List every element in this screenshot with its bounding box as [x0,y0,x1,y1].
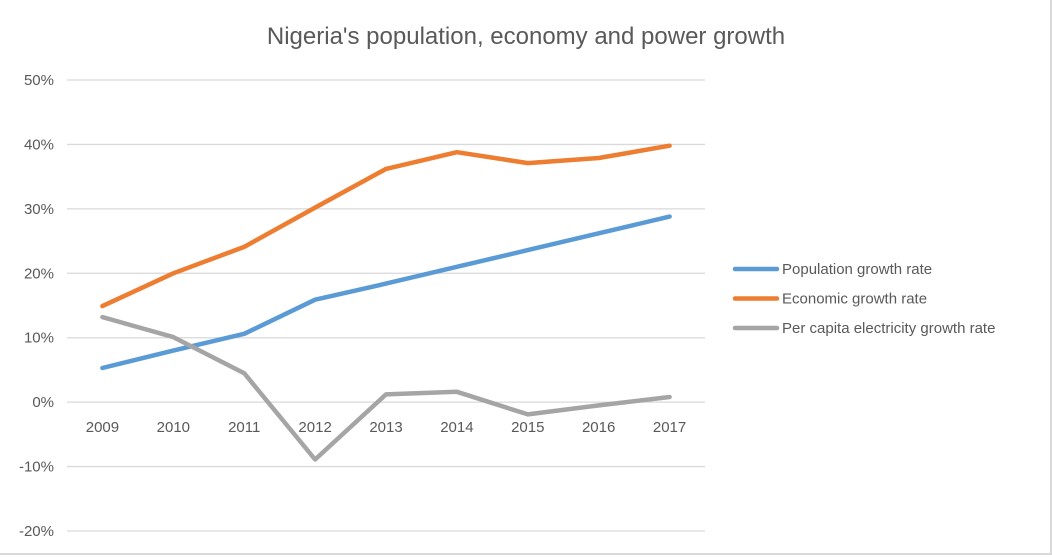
y-tick-label: 50% [24,72,54,89]
series-line-3 [102,317,669,459]
gridlines [67,80,705,531]
legend: Population growth rate Economic growth ra… [735,261,995,337]
series-lines [102,146,669,460]
y-tick-label: 10% [24,330,54,347]
legend-label: Per capita electricity growth rate [782,320,995,337]
x-tick-label: 2011 [228,419,260,436]
x-tick-label: 2009 [86,419,119,436]
x-tick-label: 2012 [298,419,331,436]
x-tick-label: 2013 [369,419,402,436]
x-tick-label: 2016 [582,419,615,436]
x-tick-label: 2015 [511,419,544,436]
x-tick-label: 2017 [653,419,686,436]
y-axis-ticks: 50% 40% 30% 20% 10% 0% -10% -20% [19,72,54,540]
chart-title: Nigeria's population, economy and power … [267,23,785,50]
y-tick-label: -20% [19,523,54,540]
y-tick-label: 40% [24,136,54,153]
y-tick-label: 30% [24,201,54,218]
x-axis-ticks: 2009 2010 2011 2012 2013 2014 2015 2016 2017 [86,419,686,436]
x-tick-label: 2014 [440,419,473,436]
y-tick-label: 0% [32,394,54,411]
legend-label: Population growth rate [782,261,932,278]
legend-item: Economic growth rate [735,291,927,308]
y-tick-label: 20% [24,265,54,282]
legend-label: Economic growth rate [782,291,927,308]
y-tick-label: -10% [19,459,54,476]
legend-item: Population growth rate [735,261,932,278]
legend-item: Per capita electricity growth rate [735,320,995,337]
x-tick-label: 2010 [157,419,190,436]
